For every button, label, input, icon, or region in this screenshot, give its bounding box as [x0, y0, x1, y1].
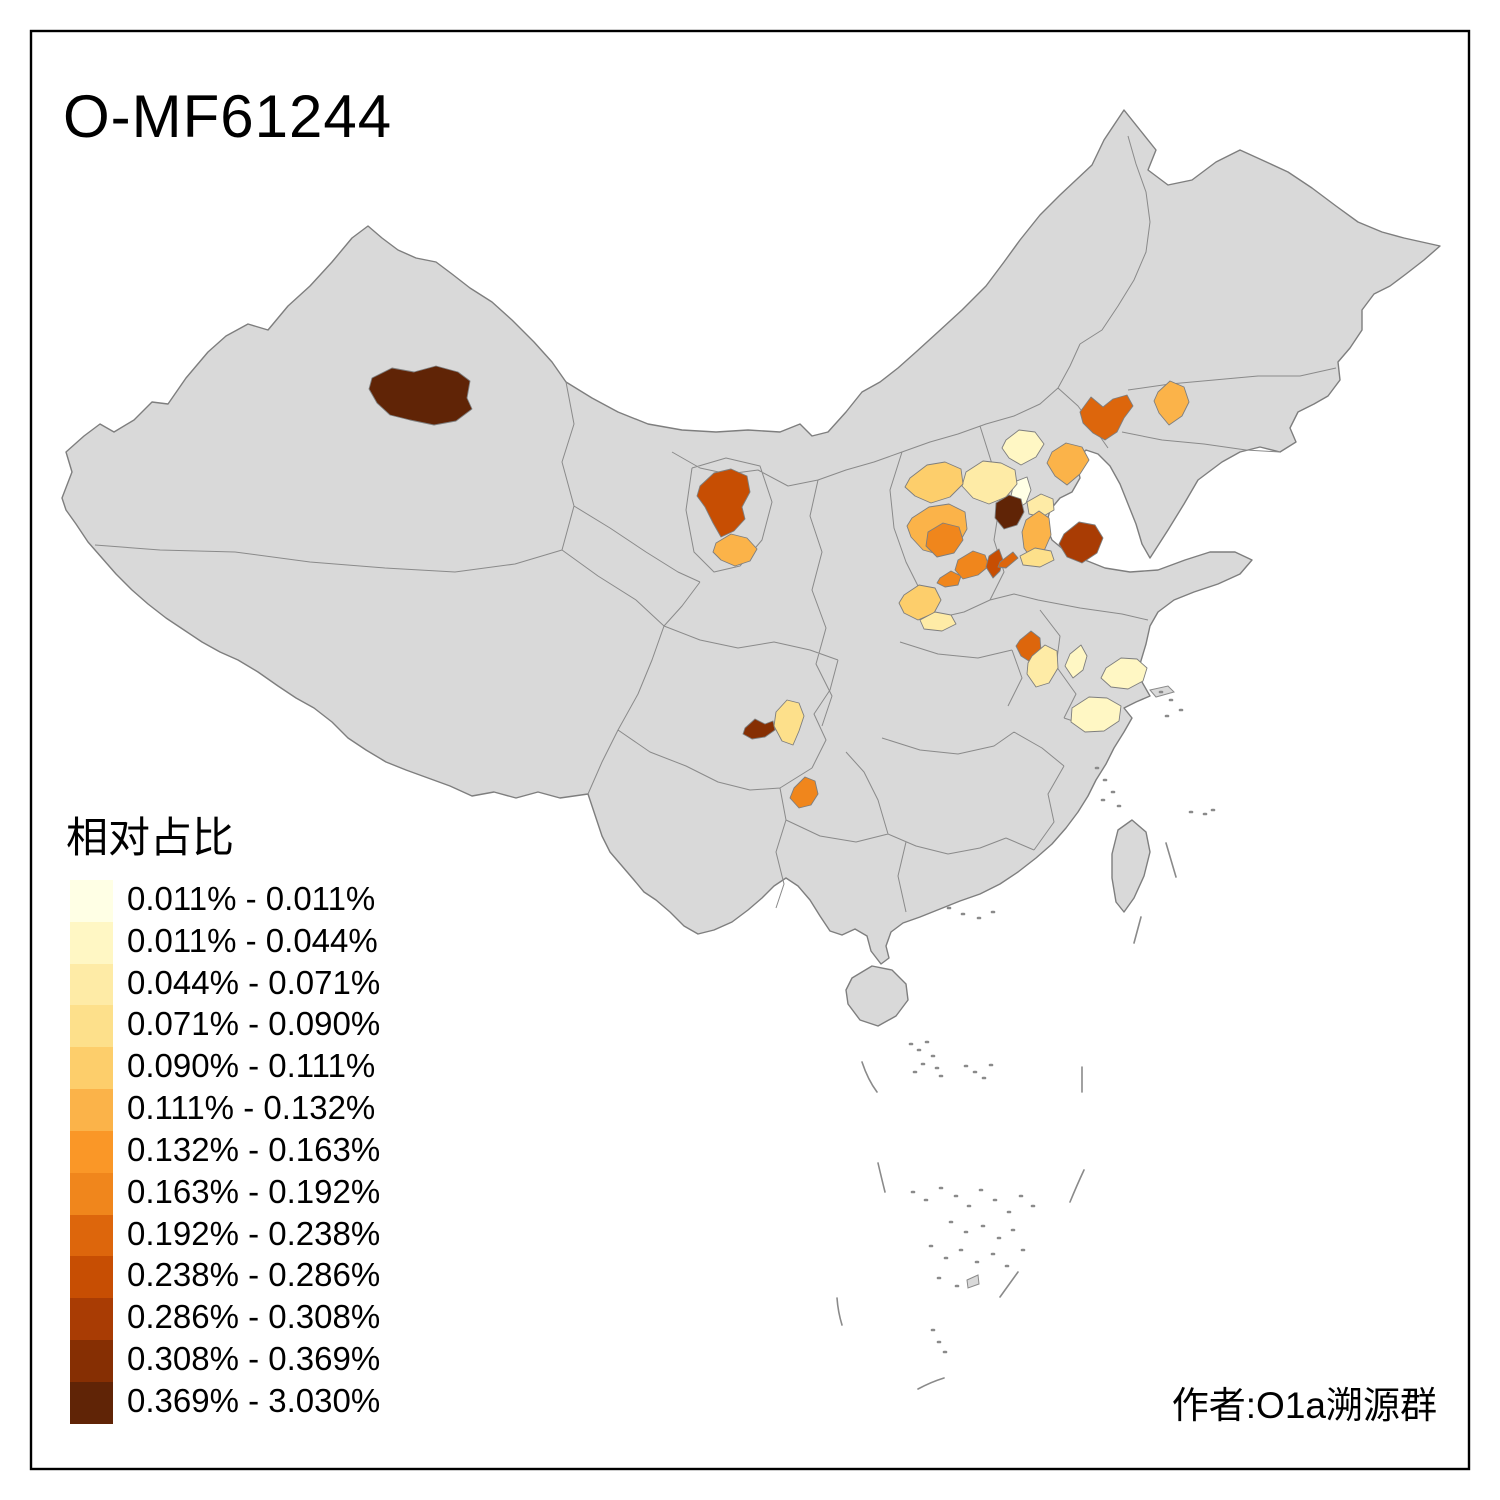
map-region-r6 [1046, 442, 1090, 486]
legend-swatch-10 [70, 1256, 113, 1298]
legend-swatch-1 [70, 880, 113, 922]
map-region-r16 [954, 550, 990, 580]
map-region-r15 [936, 570, 962, 588]
map-region-r11 [1026, 493, 1055, 518]
map-region-r26 [1064, 644, 1088, 679]
map-region-r25 [1026, 644, 1059, 688]
legend-swatch-9 [70, 1215, 113, 1256]
map-region-r27 [1100, 657, 1148, 690]
map-region-r2 [696, 468, 751, 538]
legend-label-7: 0.132% - 0.163% [127, 1131, 380, 1168]
legend-label-12: 0.308% - 0.369% [127, 1340, 380, 1377]
legend-label-5: 0.090% - 0.111% [127, 1047, 375, 1084]
legend-swatch-3 [70, 964, 113, 1005]
legend-title: 相对占比 [66, 814, 234, 861]
map-region-r31 [789, 776, 819, 809]
legend-label-8: 0.163% - 0.192% [127, 1173, 380, 1210]
legend-label-13: 0.369% - 3.030% [127, 1382, 380, 1419]
legend-swatch-11 [70, 1298, 113, 1340]
map-region-r20 [1019, 547, 1055, 568]
legend-label-3: 0.044% - 0.071% [127, 964, 380, 1001]
hainan-island [845, 965, 909, 1027]
sea-islet [966, 1274, 980, 1289]
legend: 相对占比 0.011% - 0.011% 0.011% - 0.044% 0.0… [66, 814, 380, 1424]
map-region-r21 [1058, 521, 1104, 564]
map-region-r14 [925, 522, 964, 558]
map-region-r17 [985, 548, 1004, 579]
legend-label-10: 0.238% - 0.286% [127, 1256, 380, 1293]
legend-swatch-12 [70, 1340, 113, 1382]
map-region-r10 [994, 494, 1025, 530]
legend-label-11: 0.286% - 0.308% [127, 1298, 380, 1335]
figure-title: O-MF61244 [63, 83, 392, 150]
map-region-r5 [1153, 380, 1190, 426]
china-map [61, 109, 1441, 1390]
map-region-r4 [1079, 394, 1134, 441]
legend-swatch-7 [70, 1131, 113, 1173]
map-region-r7 [1001, 429, 1045, 466]
legend-swatch-5 [70, 1047, 113, 1089]
legend-swatch-2 [70, 922, 113, 964]
map-region-r9 [961, 460, 1018, 505]
taiwan-island [1111, 819, 1151, 913]
colored-regions [368, 365, 1190, 809]
legend-swatch-6 [70, 1089, 113, 1131]
author-credit: 作者:O1a溯源群 [1172, 1385, 1437, 1426]
legend-label-4: 0.071% - 0.090% [127, 1005, 380, 1042]
map-region-r29 [742, 718, 776, 740]
map-region-r1 [368, 365, 473, 426]
map-region-r3 [712, 533, 758, 567]
map-region-r30 [773, 699, 805, 746]
map-region-r23 [919, 611, 957, 632]
legend-swatch-13 [70, 1382, 113, 1424]
china-mainland-outline [61, 109, 1441, 965]
plot-frame [29, 29, 1471, 1471]
south-china-sea-marks [836, 690, 1216, 1390]
legend-label-1: 0.011% - 0.011% [127, 880, 375, 917]
map-region-r12 [904, 461, 964, 504]
legend-label-2: 0.011% - 0.044% [127, 922, 378, 959]
legend-swatch-4 [70, 1005, 113, 1047]
map-region-r28 [1070, 696, 1122, 733]
legend-swatch-8 [70, 1173, 113, 1215]
nine-dash-line [836, 842, 1177, 1390]
legend-label-9: 0.192% - 0.238% [127, 1215, 380, 1252]
map-region-r18 [997, 551, 1019, 569]
island-specks [908, 690, 1216, 1354]
legend-label-6: 0.111% - 0.132% [127, 1089, 375, 1126]
